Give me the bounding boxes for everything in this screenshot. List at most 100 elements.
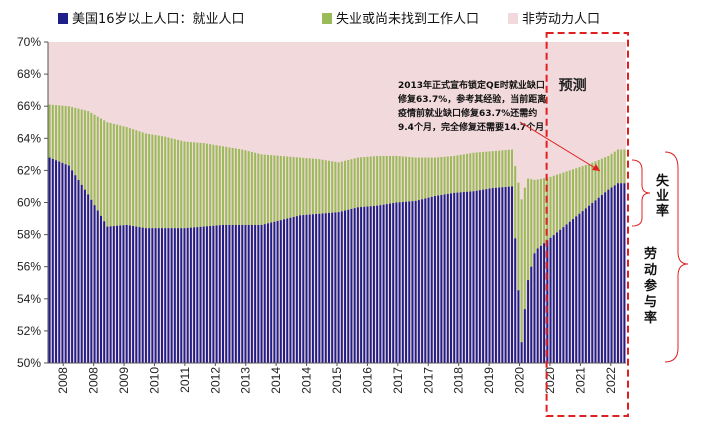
unemployed-bar-128	[459, 154, 462, 193]
employed-bar-149	[527, 280, 530, 363]
participation-brace	[664, 151, 689, 363]
unemployed-bar-26	[132, 129, 135, 227]
unemployed-bar-45	[193, 142, 196, 228]
employed-bar-135	[482, 189, 485, 363]
employed-bar-113	[411, 201, 414, 363]
unemployed-bar-104	[382, 155, 385, 205]
unemployed-bar-11	[83, 110, 86, 190]
plot-background	[48, 42, 626, 363]
unemployed-bar-63	[250, 151, 253, 225]
unemployed-bar-114	[414, 157, 417, 201]
unemployed-bar-157	[552, 175, 555, 236]
employed-bar-170	[594, 200, 597, 363]
employed-bar-97	[360, 207, 363, 363]
x-tick-labels: 2008 2008 2009 2010 2011 2012 2013 2014 2014 2015…	[56, 363, 618, 394]
employed-bar-74	[286, 218, 289, 363]
employed-bar-107	[392, 203, 395, 363]
employed-bar-27	[135, 226, 138, 363]
y-tick-label: 52%	[17, 324, 41, 338]
unemployed-bar-127	[456, 155, 459, 193]
unemployed-bar-125	[450, 156, 452, 194]
legend-label-1: 美国16岁以上人口：就业人口	[72, 12, 245, 27]
unemployed-bar-130	[466, 153, 469, 192]
unemployed-bar-13	[90, 112, 93, 200]
employed-bar-42	[183, 228, 186, 363]
employed-bar-62	[247, 224, 250, 363]
participation-label-char: 动	[644, 263, 657, 278]
unemployed-bar-131	[469, 153, 472, 192]
x-tick-label: 2018	[452, 367, 466, 394]
unemployed-bar-34	[157, 135, 160, 229]
legend-swatch-1	[58, 13, 68, 24]
employed-bar-127	[456, 192, 459, 363]
employed-bar-18	[106, 226, 109, 363]
x-tick-label: 2017	[421, 367, 435, 394]
x-tick-label: 2015	[330, 367, 344, 394]
unemployment-label-char: 业	[656, 188, 669, 204]
x-tick-label: 2019	[482, 367, 496, 394]
unemployed-bar-92	[344, 160, 347, 211]
unemployed-bar-119	[430, 157, 433, 197]
employed-bar-67	[263, 224, 266, 363]
unemployed-bar-102	[376, 155, 379, 206]
unemployed-bar-156	[549, 176, 552, 238]
y-tick-label: 70%	[17, 35, 41, 49]
unemployed-bar-19	[109, 123, 112, 227]
unemployed-bar-132	[472, 152, 475, 192]
unemployed-bar-76	[292, 157, 295, 217]
unemployed-bar-149	[527, 178, 530, 281]
unemployed-bar-72	[279, 155, 282, 221]
unemployed-bar-109	[398, 156, 401, 203]
unemployed-bar-169	[591, 162, 594, 204]
annotation-group: 2013年正式宣布锁定QE时就业缺口修复63.7%，参考其经验，当前距离疫情前就…	[397, 79, 601, 172]
employed-bar-75	[289, 217, 292, 363]
legend-swatch-3	[508, 13, 518, 24]
unemployed-bar-27	[135, 130, 138, 227]
employed-bar-163	[572, 219, 575, 363]
unemployed-bar-171	[597, 159, 600, 198]
employed-bar-126	[453, 192, 456, 363]
unemployed-bar-81	[308, 158, 311, 215]
participation-label-char: 参	[644, 278, 658, 294]
employed-bar-57	[231, 224, 234, 363]
y-tick-label: 62%	[17, 163, 41, 177]
unemployed-bar-113	[411, 157, 414, 202]
employed-bar-106	[388, 203, 391, 363]
employed-bar-30	[144, 228, 147, 363]
unemployed-bar-66	[260, 154, 263, 225]
unemployed-bar-5	[64, 105, 67, 165]
annotation-line-3: 疫情前就业缺口修复63.7%还需约	[398, 107, 537, 119]
x-tick-label: 2017	[391, 367, 405, 394]
unemployed-bar-18	[106, 122, 109, 227]
unemployed-bar-37	[167, 137, 170, 229]
unemployed-bar-84	[318, 159, 321, 214]
unemployed-bar-41	[180, 140, 183, 229]
employed-bar-88	[331, 212, 334, 363]
unemployed-bar-9	[77, 108, 80, 181]
unemployed-bar-143	[507, 149, 510, 187]
unemployed-bar-161	[565, 171, 568, 225]
unemployed-bar-112	[408, 157, 411, 202]
unemployed-bar-139	[494, 150, 497, 188]
y-tick-label: 64%	[17, 131, 41, 145]
unemployed-bar-32	[151, 134, 154, 229]
employed-bar-157	[552, 235, 555, 363]
x-tick-label: 2021	[573, 367, 587, 394]
unemployed-bar-110	[401, 156, 404, 202]
unemployed-bar-75	[289, 156, 292, 218]
unemployed-bar-173	[604, 157, 607, 193]
employed-bar-121	[437, 195, 440, 363]
unemployed-bar-176	[613, 151, 616, 186]
x-tick-label: 2012	[208, 367, 222, 394]
employed-bar-161	[565, 224, 568, 363]
employed-bar-21	[116, 225, 119, 363]
unemployed-bar-163	[572, 169, 575, 220]
employed-bar-102	[376, 205, 379, 363]
employed-bar-131	[469, 191, 472, 363]
y-tick-label: 54%	[17, 292, 41, 306]
unemployed-bar-122	[440, 157, 443, 195]
employed-bar-28	[138, 227, 141, 363]
employed-bar-58	[234, 224, 237, 363]
employed-bar-145	[514, 238, 517, 363]
unemployed-bar-106	[388, 155, 391, 204]
